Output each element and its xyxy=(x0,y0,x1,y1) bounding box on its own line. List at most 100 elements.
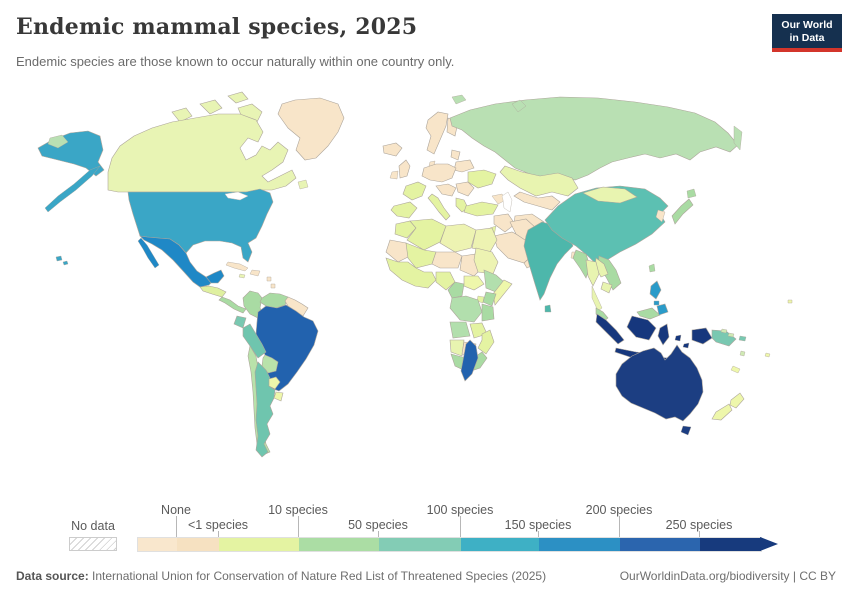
country-australia[interactable] xyxy=(615,344,704,422)
legend-bin[interactable] xyxy=(461,538,539,551)
legend-bin[interactable] xyxy=(620,538,700,551)
country-nicaragua-panama[interactable] xyxy=(218,296,247,314)
country-solomon-islands[interactable] xyxy=(727,332,735,338)
country-new-caledonia[interactable] xyxy=(730,365,741,374)
country-mauritania[interactable] xyxy=(385,239,411,263)
country-solomon-islands[interactable] xyxy=(720,328,728,334)
legend-bin[interactable] xyxy=(539,538,620,551)
country-libya[interactable] xyxy=(439,223,477,253)
country-newfoundland[interactable] xyxy=(297,179,309,190)
legend-bin[interactable] xyxy=(299,538,379,551)
country-ukraine[interactable] xyxy=(467,169,497,189)
country-madagascar[interactable] xyxy=(460,339,479,382)
country-italy[interactable] xyxy=(427,193,451,221)
country-vanuatu[interactable] xyxy=(739,350,746,357)
country-korea[interactable] xyxy=(655,209,666,223)
country-canada[interactable] xyxy=(107,113,297,193)
country-japan-hokkaido[interactable] xyxy=(686,188,697,199)
country-kenya[interactable] xyxy=(482,291,497,307)
country-france[interactable] xyxy=(402,181,427,201)
country-lesser-antilles[interactable] xyxy=(270,283,276,289)
country-indonesia-sulawesi[interactable] xyxy=(657,323,670,346)
country-indonesia-maluku[interactable] xyxy=(682,342,690,349)
country-cambodia[interactable] xyxy=(600,281,613,294)
country-jamaica[interactable] xyxy=(238,273,246,279)
country-nigeria[interactable] xyxy=(435,271,456,291)
country-philippines-luzon[interactable] xyxy=(649,280,662,300)
country-new-zealand-north[interactable] xyxy=(729,392,745,409)
country-russia-chukotka[interactable] xyxy=(47,134,69,149)
country-egypt[interactable] xyxy=(471,227,498,253)
legend-bin[interactable] xyxy=(700,538,761,551)
country-indonesia-sumatra[interactable] xyxy=(595,313,625,345)
country-taiwan[interactable] xyxy=(648,263,656,273)
country-ireland[interactable] xyxy=(389,170,399,180)
country-mexico-baja[interactable] xyxy=(137,237,160,269)
country-cuba[interactable] xyxy=(225,261,249,272)
country-usa-aleutians[interactable] xyxy=(44,165,101,213)
legend-bin[interactable] xyxy=(177,538,219,551)
country-russia[interactable] xyxy=(449,96,739,181)
country-indonesia-maluku[interactable] xyxy=(674,334,682,342)
country-thailand[interactable] xyxy=(585,259,600,287)
country-peru[interactable] xyxy=(242,323,267,359)
country-pacific-islands[interactable] xyxy=(787,299,793,304)
legend-bin[interactable] xyxy=(219,538,299,551)
country-russia-novaya-zemlya[interactable] xyxy=(511,99,527,113)
legend-bin[interactable] xyxy=(379,538,461,551)
country-svalbard[interactable] xyxy=(451,94,467,105)
country-central-african-republic[interactable] xyxy=(463,275,485,291)
no-data-swatch[interactable] xyxy=(69,537,117,551)
country-spain-portugal[interactable] xyxy=(390,201,418,219)
country-mongolia[interactable] xyxy=(582,186,638,204)
country-png-new-britain[interactable] xyxy=(738,335,747,342)
country-usa-hawaii[interactable] xyxy=(62,260,69,266)
country-australia-tasmania[interactable] xyxy=(680,425,692,436)
country-morocco[interactable] xyxy=(394,220,417,239)
country-turkey[interactable] xyxy=(463,201,499,217)
country-balkans[interactable] xyxy=(435,183,457,197)
country-romania-bulgaria[interactable] xyxy=(455,181,475,197)
country-canada-arctic[interactable] xyxy=(227,91,249,104)
country-namibia[interactable] xyxy=(449,339,465,357)
country-kazakhstan[interactable] xyxy=(499,165,579,197)
country-hispaniola[interactable] xyxy=(249,269,261,277)
country-guatemala-honduras[interactable] xyxy=(199,285,227,298)
country-indonesia-papua[interactable] xyxy=(691,327,713,345)
country-drc[interactable] xyxy=(449,295,483,323)
country-venezuela[interactable] xyxy=(259,292,289,309)
country-belarus[interactable] xyxy=(453,159,475,173)
owid-logo[interactable]: Our World in Data xyxy=(772,14,842,52)
country-niger[interactable] xyxy=(431,251,463,269)
country-syria-iraq[interactable] xyxy=(493,213,516,233)
country-uk[interactable] xyxy=(398,159,411,179)
country-thailand-peninsula[interactable] xyxy=(591,285,603,312)
country-philippines-mindanao[interactable] xyxy=(656,303,669,316)
country-mexico-yucatan[interactable] xyxy=(205,269,225,284)
country-greenland[interactable] xyxy=(277,97,345,161)
country-norway-sweden[interactable] xyxy=(425,111,449,155)
country-sudan[interactable] xyxy=(473,247,499,275)
country-mozambique-zimbabwe[interactable] xyxy=(477,329,495,355)
country-fiji[interactable] xyxy=(764,352,771,358)
country-new-zealand-south[interactable] xyxy=(711,403,733,421)
country-paraguay[interactable] xyxy=(268,376,281,390)
legend-colorbar[interactable] xyxy=(137,537,762,552)
country-japan-honshu[interactable] xyxy=(671,198,694,225)
country-ecuador[interactable] xyxy=(233,315,247,329)
country-west-africa[interactable] xyxy=(385,257,437,289)
country-indonesia-kalimantan[interactable] xyxy=(626,315,657,341)
country-uruguay[interactable] xyxy=(273,391,284,402)
country-baltic-states[interactable] xyxy=(450,149,461,161)
country-philippines-visayas[interactable] xyxy=(653,300,660,306)
country-usa-hawaii[interactable] xyxy=(55,255,63,262)
country-canada-arctic[interactable] xyxy=(171,107,193,123)
country-russia-kamchatka[interactable] xyxy=(733,125,743,151)
country-bolivia[interactable] xyxy=(261,354,279,374)
country-malaysia-borneo[interactable] xyxy=(636,307,661,320)
country-angola[interactable] xyxy=(449,321,471,339)
country-myanmar[interactable] xyxy=(572,249,591,279)
legend-bin[interactable] xyxy=(138,538,177,551)
country-central-asia[interactable] xyxy=(513,191,561,211)
country-central-europe[interactable] xyxy=(421,163,457,183)
